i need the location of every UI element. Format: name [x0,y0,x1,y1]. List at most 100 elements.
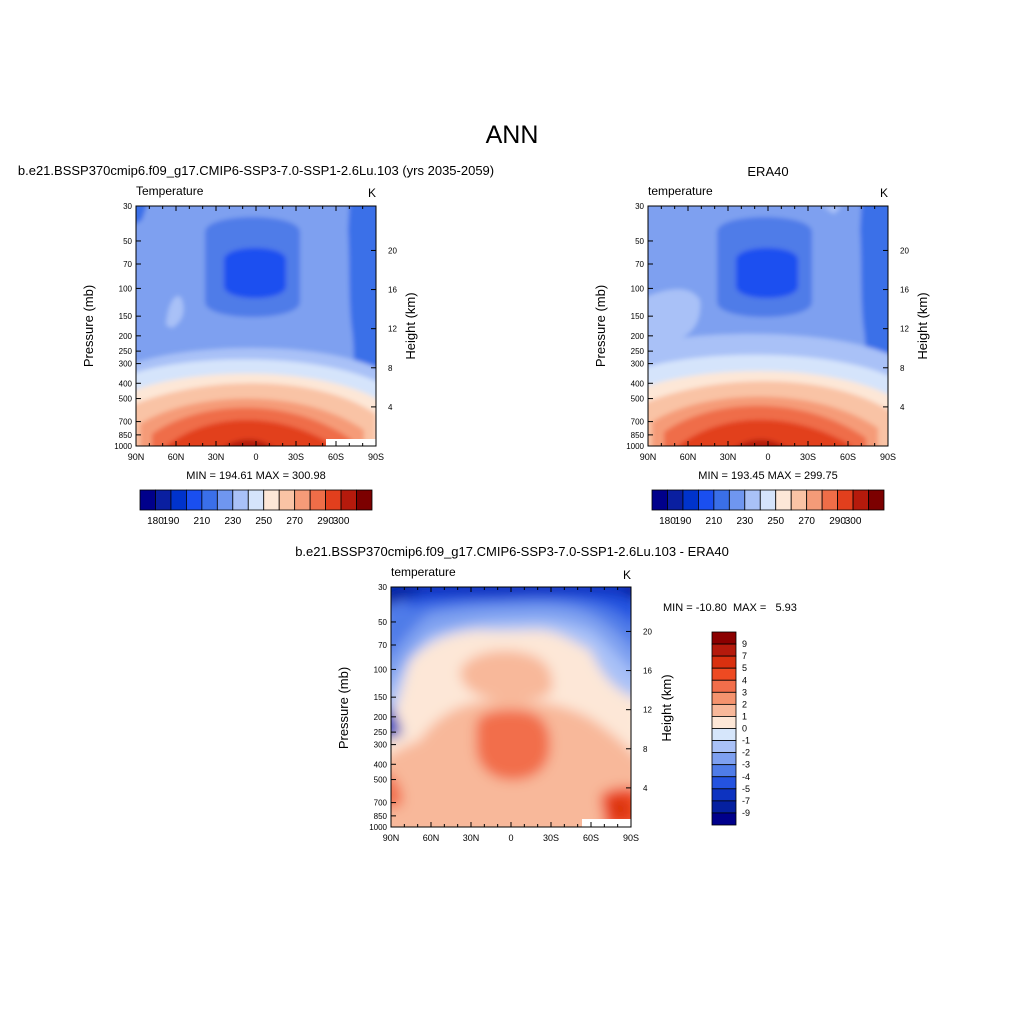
colorbar-label: 2 [742,699,747,709]
panel-obs-ylabel: Pressure (mb) [593,285,608,367]
colorbar-box [711,691,737,705]
y-tick-label: 70 [123,260,132,269]
y-tick-label: 700 [374,799,388,808]
colorbar-label: 270 [286,516,303,527]
panel-diff: b.e21.BSSP370cmip6.f09_g17.CMIP6-SSP3-7.… [295,544,797,843]
colorbar-box [711,667,737,681]
colorbar-box [868,489,885,511]
y-tick-label: 150 [374,693,388,702]
colorbar-label: 230 [224,516,241,527]
colorbar-label: 300 [333,516,350,527]
colorbar-label: 0 [742,724,747,734]
x-tick-label: 90N [383,833,400,843]
colorbar-box [759,489,777,511]
colorbar-box [711,728,737,741]
height-tick-label: 20 [388,246,397,255]
colorbar-box [170,489,187,511]
colorbar-label: -5 [742,784,750,794]
height-tick-label: 20 [900,246,909,255]
height-tick-label: 4 [643,784,648,793]
y-tick-label: 30 [123,202,132,211]
x-tick-label: 60S [328,452,344,462]
x-tick-label: 60S [583,833,599,843]
y-tick-label: 500 [374,776,388,785]
y-tick-label: 200 [631,332,645,341]
colorbar-box [139,489,156,511]
x-tick-label: 30N [463,833,480,843]
y-tick-label: 30 [378,583,387,592]
colorbar-label: 290 [829,516,846,527]
panel-obs-stats: MIN = 193.45 MAX = 299.75 [698,470,837,482]
panel-diff-colorbar: 9 7 5 4 3 2 1 0 -1 -2 -3 -4 -5 -7 -9 [711,631,750,826]
panel-obs-ylabel-right: Height (km) [915,292,930,359]
colorbar-box [340,489,357,511]
y-tick-label: 70 [378,641,387,650]
y-tick-label: 50 [123,237,132,246]
y-tick-label: 500 [119,395,133,404]
colorbar-label: 250 [767,516,784,527]
x-tick-label: 0 [508,833,513,843]
colorbar-box [711,776,737,790]
colorbar-box [711,643,737,657]
colorbar-box [216,489,234,511]
colorbar-box [232,489,249,511]
panel-diff-units: K [623,568,631,582]
colorbar-label: 9 [742,639,747,649]
colorbar-box [711,764,737,778]
y-tick-label: 30 [635,202,644,211]
colorbar-label: 7 [742,651,747,661]
colorbar-label: 3 [742,687,747,697]
colorbar-box [201,489,218,511]
y-tick-label: 200 [119,332,133,341]
colorbar-box [667,489,684,511]
colorbar-box [790,489,808,511]
panel-obs: ERA40 temperature K [593,164,930,527]
panel-diff-axes: 90N 60N 30N 0 30S 60S 90S 30 50 70 100 150 200 250 300… [369,583,652,843]
panel-model-ylabel-right: Height (km) [403,292,418,359]
colorbar-box [852,489,869,511]
panel-model-units: K [368,186,376,200]
x-tick-label: 60S [840,452,856,462]
colorbar-box [682,489,699,511]
panel-model-contours [136,206,376,446]
colorbar-box [711,631,737,645]
panel-diff-contours [391,587,631,827]
colorbar-label: -2 [742,748,750,758]
y-tick-label: 100 [374,665,388,674]
y-tick-label: 500 [631,395,645,404]
colorbar-label: 180 [659,516,676,527]
colorbar-box [263,489,280,511]
y-tick-label: 100 [119,284,133,293]
colorbar-box [775,489,792,511]
y-tick-label: 70 [635,260,644,269]
y-tick-label: 1000 [114,442,132,451]
colorbar-label: 210 [706,516,723,527]
colorbar-label: -4 [742,772,750,782]
colorbar-box [711,788,737,802]
y-tick-label: 50 [635,237,644,246]
colorbar-box [711,679,737,693]
colorbar-label: 290 [317,516,334,527]
colorbar-box [728,489,746,511]
y-tick-label: 250 [631,347,645,356]
height-tick-label: 16 [388,286,397,295]
colorbar-label: 5 [742,663,747,673]
panel-model-axes: 90N 60N 30N 0 30S 60S 90S 30 50 70 100 150 200 250 300… [114,202,397,462]
colorbar-label: 300 [845,516,862,527]
y-tick-label: 300 [631,360,645,369]
height-tick-label: 8 [388,364,393,373]
colorbar-label: 180 [147,516,164,527]
panel-obs-left-label: temperature [648,184,713,198]
colorbar-box [711,800,737,814]
height-tick-label: 12 [643,706,652,715]
y-tick-label: 850 [374,812,388,821]
colorbar-box [278,489,296,511]
x-tick-label: 90S [368,452,384,462]
colorbar-label: -1 [742,736,750,746]
x-tick-label: 30N [208,452,225,462]
colorbar-box [294,489,311,511]
colorbar-label: 4 [742,675,747,685]
panel-obs-contours [648,206,888,446]
colorbar-label: 1 [742,711,747,721]
